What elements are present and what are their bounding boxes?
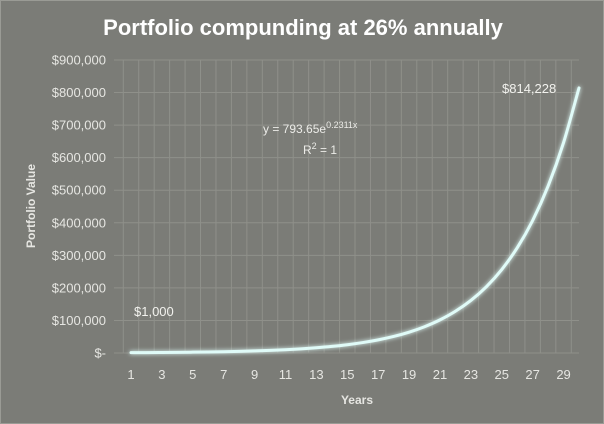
x-tick-label: 27: [525, 367, 539, 382]
end-value-label: $814,228: [502, 81, 556, 96]
x-tick-label: 15: [340, 367, 354, 382]
x-axis-label: Years: [341, 393, 373, 407]
y-tick-label: $100,000: [52, 313, 106, 328]
y-axis-label: Portfolio Value: [24, 164, 38, 248]
y-tick-label: $-: [94, 346, 106, 361]
r-squared-sup: 2: [312, 141, 317, 151]
y-tick-label: $800,000: [52, 85, 106, 100]
x-tick-label: 9: [251, 367, 258, 382]
y-tick-label: $600,000: [52, 150, 106, 165]
x-tick-label: 19: [402, 367, 416, 382]
x-tick-label: 25: [495, 367, 509, 382]
x-tick-label: 13: [309, 367, 323, 382]
trendline-equation-exponent: 0.2311x: [326, 120, 358, 130]
y-tick-label: $400,000: [52, 215, 106, 230]
y-tick-label: $300,000: [52, 248, 106, 263]
y-axis-ticks: $- $100,000 $200,000 $300,000 $400,000 $500,0…: [52, 53, 106, 361]
x-tick-label: 1: [127, 367, 134, 382]
y-tick-label: $200,000: [52, 280, 106, 295]
x-tick-label: 17: [371, 367, 385, 382]
start-value-label: $1,000: [134, 304, 174, 319]
x-tick-label: 7: [220, 367, 227, 382]
r-squared-rest: = 1: [317, 143, 338, 157]
grid: [114, 59, 579, 354]
x-tick-label: 29: [556, 367, 570, 382]
x-tick-label: 11: [279, 367, 293, 382]
y-tick-label: $700,000: [52, 118, 106, 133]
x-tick-label: 5: [189, 367, 196, 382]
x-axis-ticks: 1 3 5 7 9 11 13 15 17 19 21 23 25 27 29: [127, 367, 570, 382]
y-tick-label: $500,000: [52, 183, 106, 198]
y-tick-label: $900,000: [52, 53, 106, 68]
trendline-equation: y = 793.65e0.2311x: [263, 120, 358, 136]
x-tick-label: 23: [464, 367, 478, 382]
series-line: [129, 86, 581, 355]
chart-title: Portfolio compunding at 26% annually: [103, 15, 503, 40]
trendline-equation-base: y = 793.65e: [263, 122, 326, 136]
r-squared-base: R: [303, 143, 312, 157]
x-tick-label: 3: [158, 367, 165, 382]
r-squared: R2 = 1: [303, 141, 337, 157]
x-tick-label: 21: [433, 367, 447, 382]
